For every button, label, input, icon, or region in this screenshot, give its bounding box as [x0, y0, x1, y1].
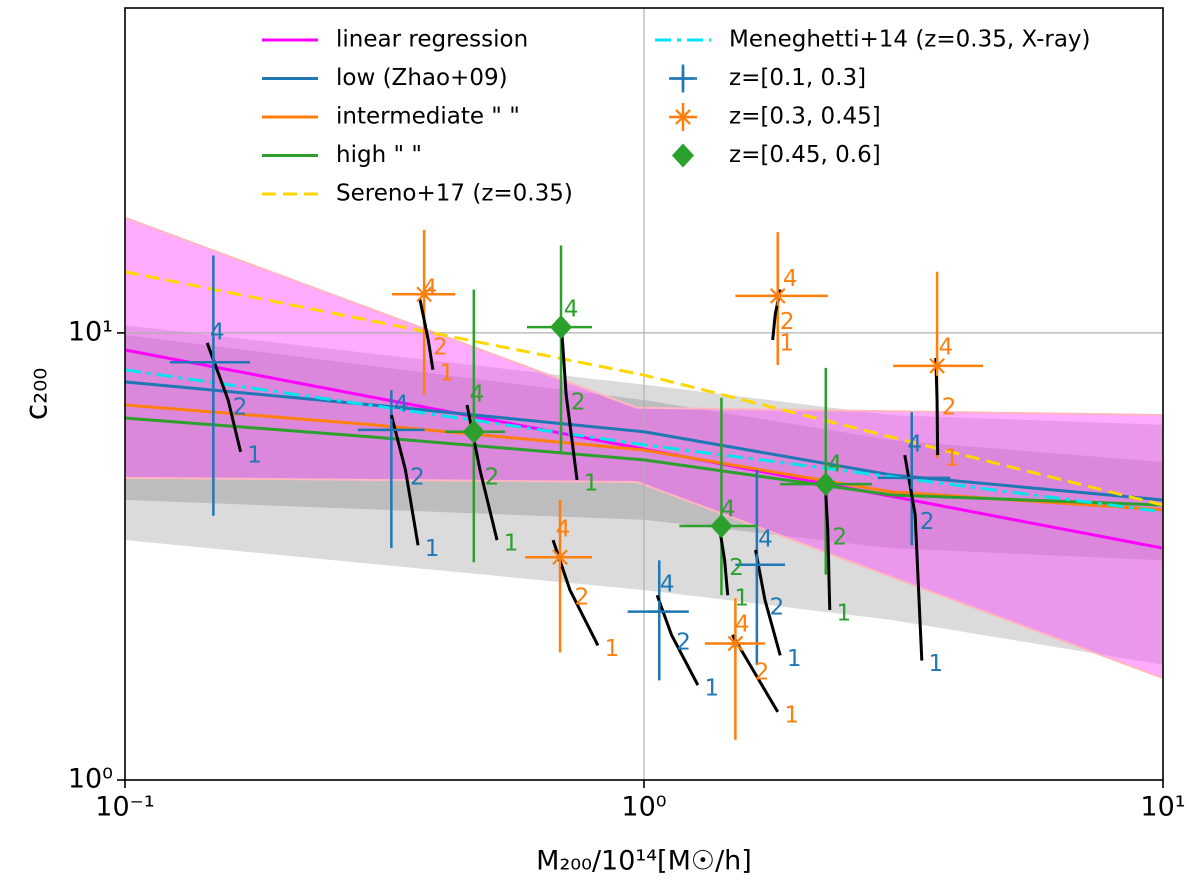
marker [462, 419, 485, 444]
legend-label: Meneghetti+14 (z=0.35, X-ray) [729, 27, 1091, 53]
legend-label: intermediate " " [336, 104, 520, 130]
marker [380, 418, 403, 441]
track-label: 4 [907, 432, 922, 458]
model-line [125, 368, 1163, 514]
track-label: 2 [780, 309, 795, 335]
track-label: 2 [485, 464, 500, 490]
track-label: 1 [440, 360, 455, 386]
track-label: 2 [575, 585, 590, 611]
legend-label: linear regression [336, 27, 528, 53]
marker [550, 547, 571, 568]
track-label: 2 [755, 659, 770, 685]
marker [710, 513, 733, 538]
marker [414, 284, 435, 305]
track-label: 2 [832, 525, 847, 551]
legend-label: high " " [336, 142, 422, 168]
model-line [125, 380, 1163, 502]
track-label: 4 [394, 392, 409, 418]
legend: linear regression low (Zhao+09) intermedia… [262, 27, 1091, 207]
legend-swatch [672, 143, 694, 168]
track-label: 1 [504, 531, 519, 557]
model-line [125, 270, 1163, 507]
y-tick-label: 10⁰ [68, 764, 113, 795]
x-axis-label: M₂₀₀/10¹⁴[M☉/h] [536, 846, 752, 877]
legend-label: z=[0.1, 0.3] [729, 65, 866, 91]
marker [725, 633, 746, 654]
track-label: 1 [705, 676, 720, 702]
track-label: 4 [758, 526, 773, 552]
track-label: 2 [410, 464, 425, 490]
track-label: 2 [571, 389, 586, 415]
track-label: 1 [425, 536, 440, 562]
marker [550, 315, 573, 340]
track-label: 2 [942, 394, 957, 420]
marker [927, 355, 948, 376]
track-label: 1 [779, 331, 794, 357]
track-label: 4 [564, 296, 579, 322]
track-label: 1 [734, 586, 749, 612]
track-label: 4 [470, 381, 485, 407]
track-label: 4 [735, 612, 750, 638]
track-label: 1 [784, 702, 799, 728]
model-line [125, 416, 1163, 507]
legend-label: z=[0.3, 0.45] [729, 104, 881, 130]
track [754, 549, 782, 656]
track-label: 4 [423, 276, 438, 302]
track-label: 2 [729, 555, 744, 581]
track-label: 1 [584, 470, 599, 496]
marker [648, 600, 671, 623]
track-label: 4 [556, 517, 571, 543]
legend-label: low (Zhao+09) [336, 65, 508, 91]
marker [814, 472, 837, 497]
track-label: 2 [920, 509, 935, 535]
track-label: 1 [605, 636, 620, 662]
track [559, 319, 579, 481]
marker [900, 466, 923, 489]
track-label: 4 [210, 319, 225, 345]
track-label: 1 [836, 601, 851, 627]
track [389, 414, 420, 546]
x-tick-label: 10¹ [1140, 792, 1185, 823]
x-tick-label: 10⁰ [621, 792, 666, 823]
track-label: 4 [827, 452, 842, 478]
legend-label: z=[0.45, 0.6] [729, 142, 881, 168]
track-label: 1 [944, 446, 959, 472]
track-label: 4 [783, 266, 798, 292]
legend-label: Sereno+17 (z=0.35) [336, 181, 573, 207]
track-label: 4 [721, 496, 736, 522]
track-label: 4 [939, 334, 954, 360]
marker [745, 553, 768, 576]
x-tick-label: 10⁻¹ [95, 792, 154, 823]
track-label: 4 [660, 572, 675, 598]
track-label: 2 [433, 335, 448, 361]
track-label: 2 [770, 594, 785, 620]
marker [767, 285, 788, 306]
track-label: 1 [787, 646, 802, 672]
track [418, 298, 435, 371]
track [903, 454, 924, 661]
track [655, 594, 700, 686]
track-label: 2 [676, 630, 691, 656]
track-label: 2 [233, 394, 248, 420]
y-tick-label: 10¹ [68, 316, 113, 347]
track-label: 1 [247, 442, 262, 468]
track-label: 1 [928, 651, 943, 677]
y-axis-label: c₂₀₀ [20, 368, 55, 421]
marker [202, 351, 225, 374]
